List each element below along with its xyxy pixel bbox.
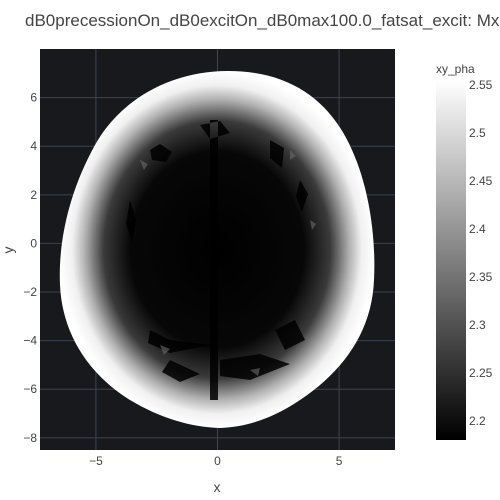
x-axis-label: x [214, 479, 221, 495]
plot-area: −5 0 5 6 4 2 0 −2 −4 −6 −8 [23, 49, 395, 468]
colorbar-gradient [436, 80, 466, 440]
colorbar-tick-label: 2.35 [469, 270, 493, 284]
x-tick-label: 5 [336, 454, 343, 468]
colorbar-tick-label: 2.4 [469, 222, 486, 236]
colorbar-tick-label: 2.55 [469, 78, 493, 92]
colorbar: xy_pha 2.55 2.5 2.45 2.4 2.35 2.3 2.25 2.2 [436, 62, 493, 440]
x-tick-label: −5 [89, 454, 103, 468]
heatmap-cells [59, 71, 375, 428]
x-tick-label: 0 [214, 454, 221, 468]
colorbar-tick-label: 2.45 [469, 174, 493, 188]
y-tick-label: −6 [23, 382, 37, 396]
y-axis-ticks: 6 4 2 0 −2 −4 −6 −8 [23, 91, 37, 445]
y-axis-label: y [0, 247, 16, 254]
y-tick-label: −4 [23, 334, 37, 348]
colorbar-title: xy_pha [436, 62, 475, 76]
noise-speckles [126, 120, 308, 400]
colorbar-tick-label: 2.3 [469, 318, 486, 332]
y-tick-label: 0 [30, 236, 37, 250]
y-tick-label: 2 [30, 188, 37, 202]
colorbar-ticks: 2.55 2.5 2.45 2.4 2.35 2.3 2.25 2.2 [469, 78, 493, 428]
y-tick-label: 4 [30, 139, 37, 153]
colorbar-tick-label: 2.5 [469, 126, 486, 140]
colorbar-tick-label: 2.25 [469, 366, 493, 380]
y-tick-label: −8 [23, 431, 37, 445]
y-tick-label: 6 [30, 91, 37, 105]
y-tick-label: −2 [23, 285, 37, 299]
x-axis-ticks: −5 0 5 [89, 454, 343, 468]
colorbar-tick-label: 2.2 [469, 414, 486, 428]
chart-title: dB0precessionOn_dB0excitOn_dB0max100.0_f… [25, 11, 500, 30]
